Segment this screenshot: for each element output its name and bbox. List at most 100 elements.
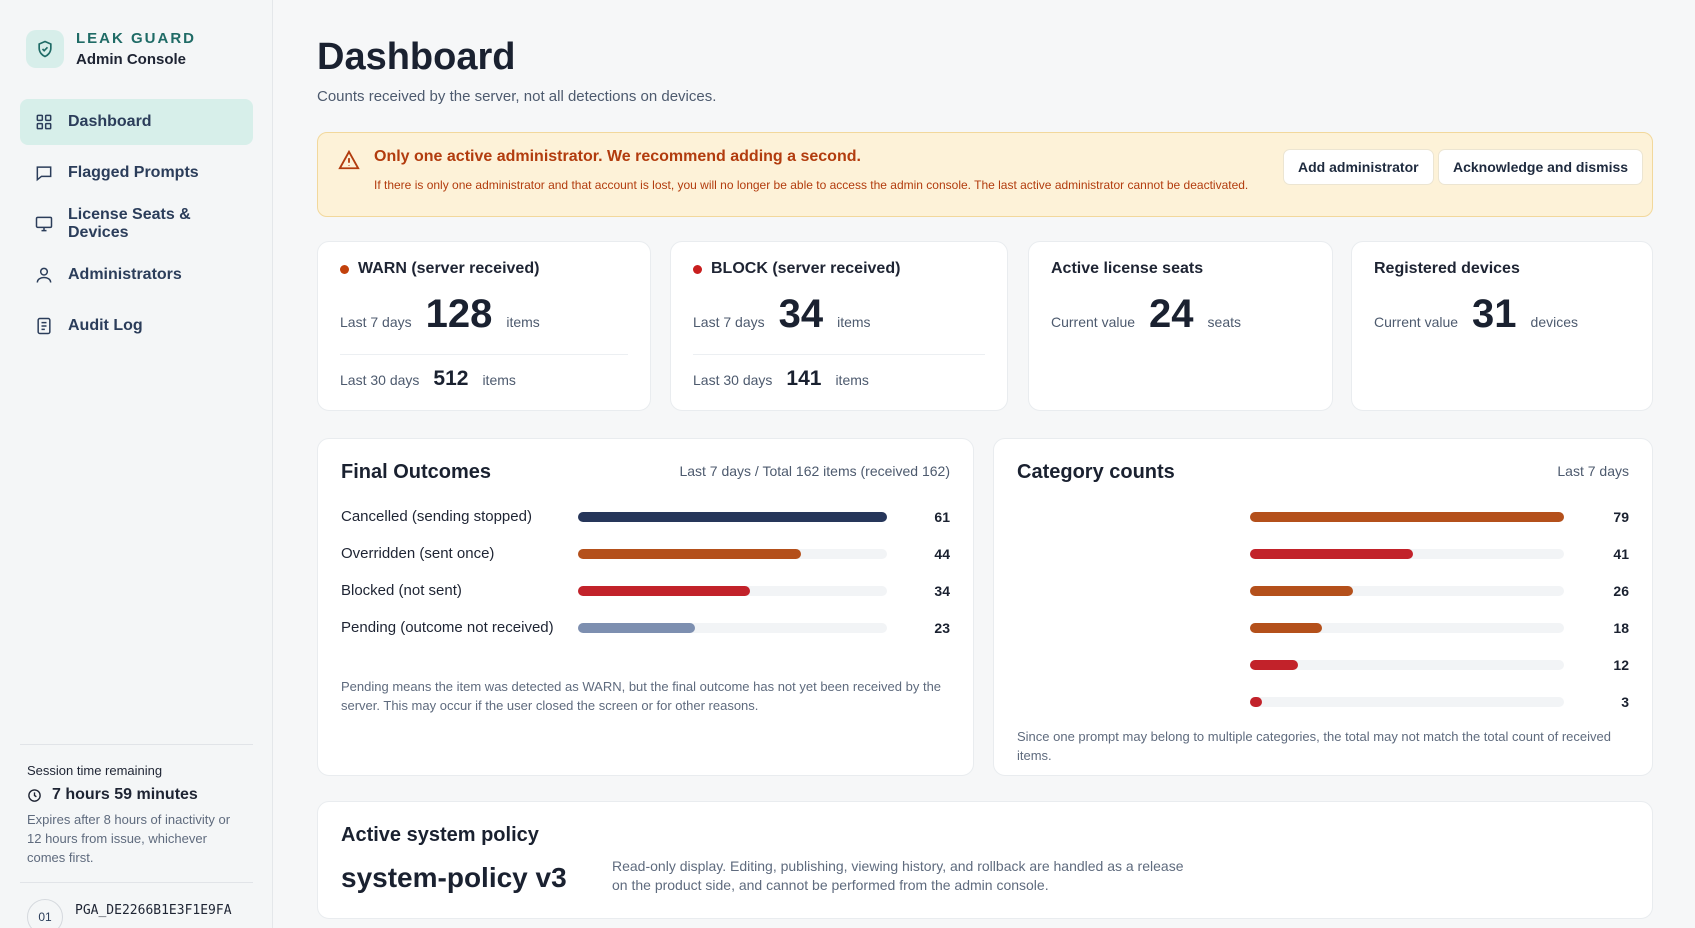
bar-value: 34 (934, 583, 950, 599)
stat-unit: items (835, 372, 869, 388)
bar-track (1250, 586, 1564, 596)
devices-row: Current value 31 devices (1374, 292, 1578, 337)
bar-fill (1250, 512, 1564, 522)
document-icon (37, 317, 51, 335)
grid-icon (36, 114, 52, 130)
active-policy-panel: Active system policy system-policy v3 Re… (317, 801, 1653, 919)
categories-note: Since one prompt may belong to multiple … (1017, 729, 1611, 763)
block-7day-value: 34 (778, 292, 824, 336)
bar-track (578, 623, 887, 633)
page-subtitle: Counts received by the server, not all d… (317, 88, 717, 105)
acknowledge-dismiss-button[interactable]: Acknowledge and dismiss (1438, 149, 1644, 185)
divider (693, 354, 985, 355)
session-time-value: 7 hours 59 minutes (52, 786, 198, 803)
bar-value: 79 (1613, 509, 1629, 525)
bar-fill (1250, 660, 1298, 670)
bar-fill (578, 623, 695, 633)
warn-7day-value: 128 (425, 292, 493, 336)
block-title-text: BLOCK (server received) (711, 260, 901, 277)
stat-unit: items (482, 372, 516, 388)
bar-row: Cancelled (sending stopped) 61 (318, 506, 973, 528)
bar-label: Blocked (not sent) (341, 582, 462, 599)
bar-value: 44 (934, 546, 950, 562)
bar-row: 3 (994, 691, 1652, 713)
bar-value: 26 (1613, 583, 1629, 599)
bar-row: 41 (994, 543, 1652, 565)
sidebar-item-dashboard[interactable]: Dashboard (20, 99, 253, 145)
chat-icon (36, 166, 52, 182)
bar-fill (1250, 697, 1262, 707)
bar-track (578, 512, 887, 522)
policy-name: system-policy v3 (341, 862, 567, 893)
divider (340, 354, 628, 355)
brand-subtitle: Admin Console (76, 51, 187, 68)
bar-row: 79 (994, 506, 1652, 528)
bar-value: 61 (934, 509, 950, 525)
seats-stat-title: Active license seats (1051, 260, 1204, 277)
categories-title: Category counts (1017, 461, 1175, 483)
user-icon (36, 267, 52, 283)
stat-unit: items (506, 314, 540, 330)
bar-track (1250, 623, 1564, 633)
warn-30day-value: 512 (433, 367, 469, 390)
sidebar-item-audit-log[interactable]: Audit Log (20, 303, 253, 349)
stat-unit: devices (1530, 314, 1579, 330)
stat-label: Current value (1374, 314, 1459, 330)
bar-track (1250, 697, 1564, 707)
block-dot-icon (693, 264, 702, 274)
alert-title: Only one active administrator. We recomm… (374, 148, 861, 165)
sidebar-item-license-seats[interactable]: License Seats & Devices (20, 201, 253, 247)
sidebar: LEAK GUARD Admin Console Dashboard Flagg… (0, 0, 273, 928)
bar-row: 18 (994, 617, 1652, 639)
block-30day-value: 141 (786, 367, 822, 390)
sidebar-item-label: Audit Log (68, 317, 143, 334)
sidebar-item-flagged-prompts[interactable]: Flagged Prompts (20, 150, 253, 196)
stat-label: Last 7 days (340, 314, 412, 330)
sidebar-item-label: Administrators (68, 266, 182, 283)
bar-track (578, 549, 887, 559)
sidebar-item-label: Dashboard (68, 113, 152, 130)
bar-label: Cancelled (sending stopped) (341, 508, 532, 525)
license-seats-stat-card: Active license seats Current value 24 se… (1028, 241, 1333, 411)
sidebar-nav: Dashboard Flagged Prompts License Seats … (20, 99, 253, 354)
bar-fill (578, 512, 887, 522)
session-label: Session time remaining (27, 763, 163, 778)
block-stat-title: BLOCK (server received) (693, 260, 900, 278)
devices-stat-title: Registered devices (1374, 260, 1520, 277)
stat-label: Current value (1051, 314, 1136, 330)
bar-fill (578, 549, 801, 559)
stat-label: Last 7 days (693, 314, 765, 330)
block-7day-row: Last 7 days 34 items (693, 292, 871, 337)
warn-stat-card: WARN (server received) Last 7 days 128 i… (317, 241, 651, 411)
bar-track (578, 586, 887, 596)
block-30day-row: Last 30 days 141 items (693, 367, 869, 391)
sidebar-item-label: License Seats & Devices (68, 206, 191, 241)
bar-fill (1250, 586, 1354, 596)
devices-value: 31 (1472, 292, 1517, 336)
add-administrator-button[interactable]: Add administrator (1283, 149, 1434, 185)
shield-logo-icon (26, 30, 64, 68)
warn-dot-icon (340, 264, 349, 274)
bar-value: 23 (934, 620, 950, 636)
bar-track (1250, 660, 1564, 670)
outcomes-meta: Last 7 days / Total 162 items (received … (679, 463, 950, 479)
device-id: PGA_DE2266B1E3F1E9FA (75, 903, 232, 918)
sidebar-item-administrators[interactable]: Administrators (20, 252, 253, 298)
block-stat-card: BLOCK (server received) Last 7 days 34 i… (670, 241, 1008, 411)
outcomes-title: Final Outcomes (341, 461, 492, 483)
bar-value: 18 (1613, 620, 1629, 636)
admin-warning-alert: Only one active administrator. We recomm… (317, 132, 1653, 217)
bar-row: 26 (994, 580, 1652, 602)
clock-icon (28, 788, 41, 802)
session-time: 7 hours 59 minutes (27, 786, 246, 804)
bar-row: 12 (994, 654, 1652, 676)
bar-value: 41 (1613, 546, 1629, 562)
warn-stat-title: WARN (server received) (340, 260, 539, 278)
page-title: Dashboard (317, 36, 516, 78)
bar-row: Overridden (sent once) 44 (318, 543, 973, 565)
warn-title-text: WARN (server received) (358, 260, 540, 277)
bar-fill (578, 586, 751, 596)
alert-body: If there is only one administrator and t… (374, 178, 1249, 192)
seats-row: Current value 24 seats (1051, 292, 1241, 337)
bar-label: Pending (outcome not received) (341, 619, 554, 636)
